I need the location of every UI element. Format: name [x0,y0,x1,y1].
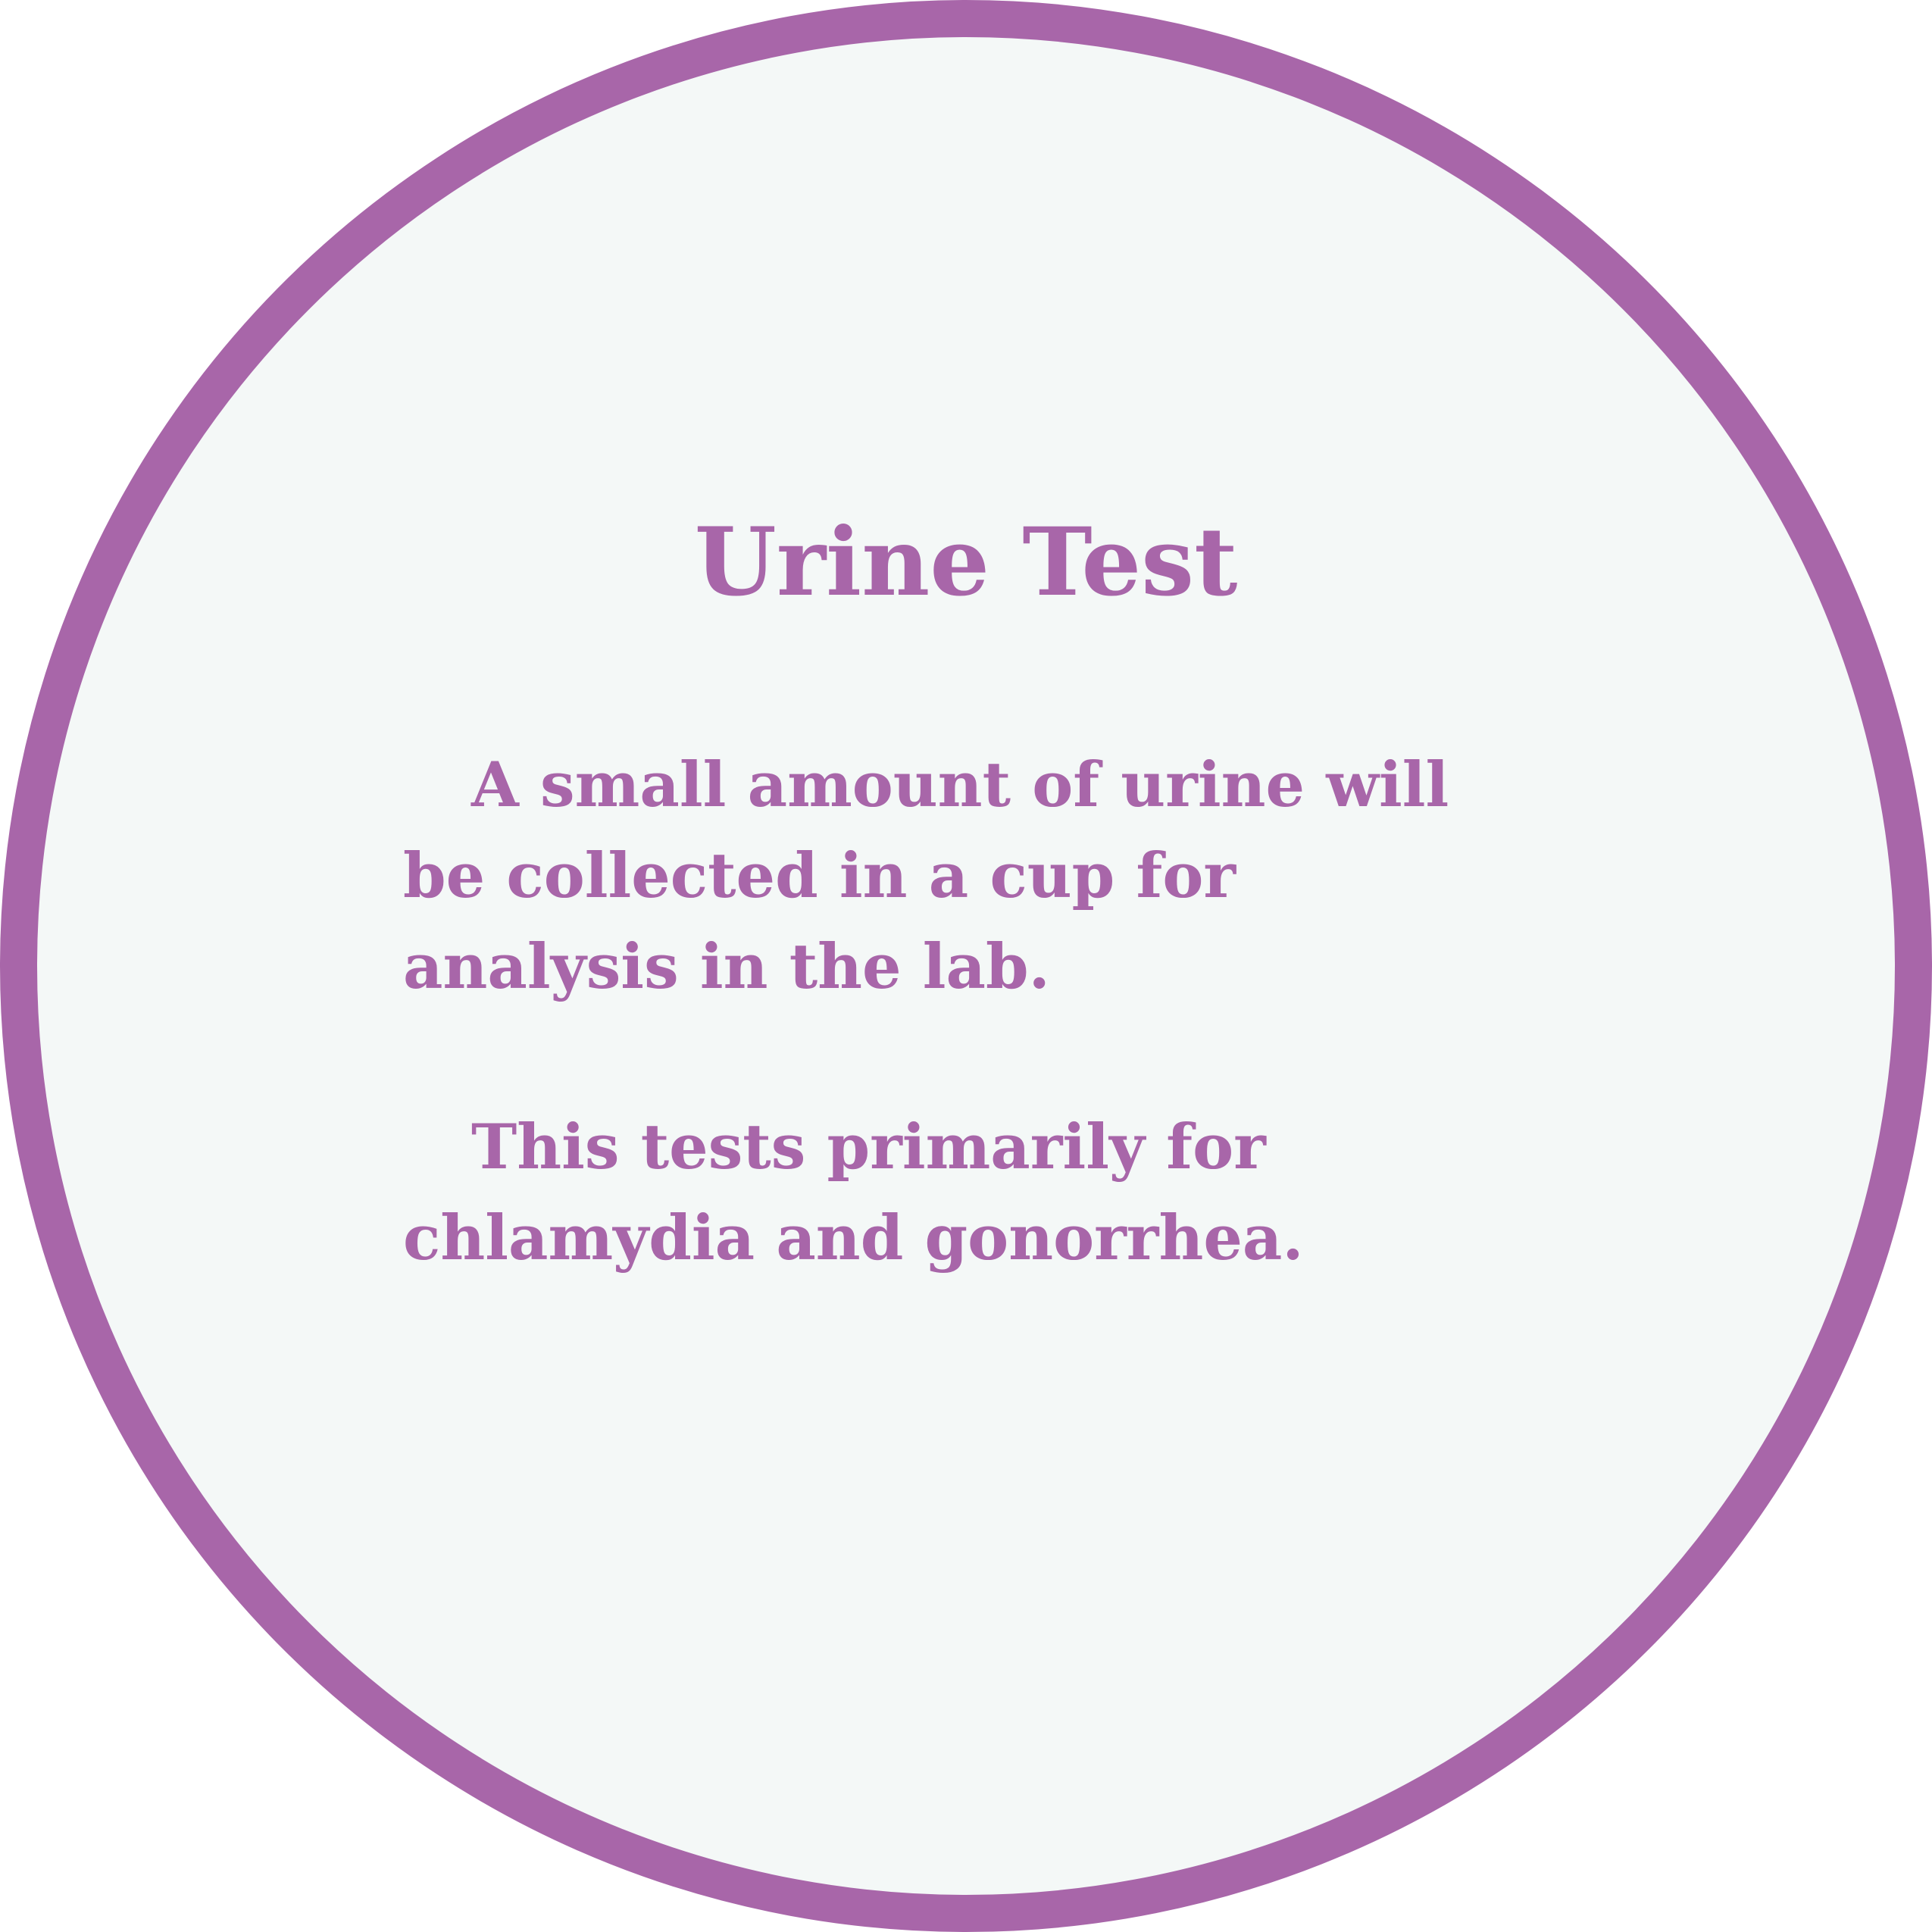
tests-paragraph: This tests primarily for chlamydia and g… [403,1111,1304,1274]
card-title: Urine Test [694,508,1238,617]
description-paragraph: A small amount of urine will be collecte… [403,749,1449,1003]
